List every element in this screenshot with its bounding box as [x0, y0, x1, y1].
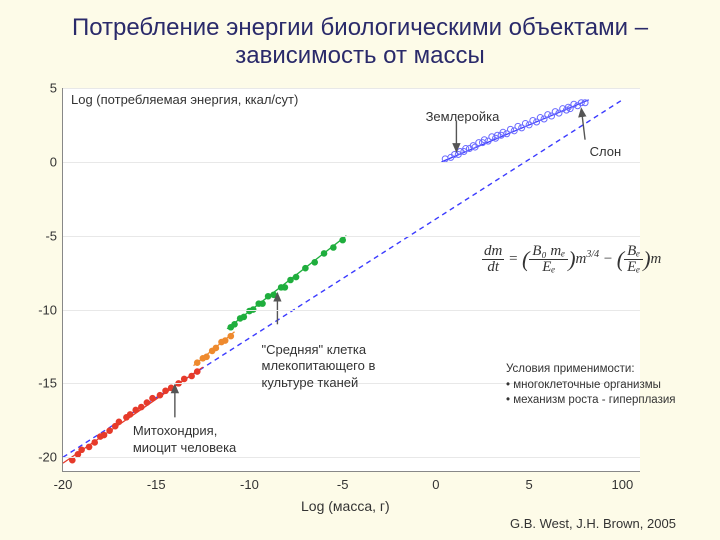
reference-citation: G.B. West, J.H. Brown, 2005	[510, 516, 676, 531]
y-tick-label: 0	[50, 154, 57, 169]
x-tick-label: -20	[54, 477, 73, 492]
y-tick-label: -15	[38, 376, 57, 391]
page-title: Потребление энергии биологическими объек…	[0, 14, 720, 70]
x-axis-label: Log (масса, г)	[301, 498, 390, 514]
y-tick-label: 5	[50, 81, 57, 96]
annotation-elephant: Слон	[590, 144, 622, 160]
y-tick-label: -20	[38, 450, 57, 465]
x-tick-label: 0	[432, 477, 439, 492]
chart-plot-area: Log (потребляемая энергия, ккал/сут) -20…	[62, 88, 640, 472]
x-tick-label: -5	[337, 477, 349, 492]
y-tick-label: -5	[45, 228, 57, 243]
formula: dmdt = (B₀ mₑEₑ)m3/4 − (BₑEₑ)m	[482, 244, 661, 275]
annotation-shrew: Землеройка	[426, 109, 500, 125]
x-tick-label: -15	[147, 477, 166, 492]
y-tick-label: -10	[38, 302, 57, 317]
annotation-cell: "Средняя" клеткамлекопитающего вкультуре…	[262, 342, 376, 391]
annotation-mitochondria: Митохондрия,миоцит человека	[133, 423, 236, 456]
x-tick-label: -10	[240, 477, 259, 492]
x-tick-label: 5	[526, 477, 533, 492]
scatter-plot-svg	[63, 88, 641, 472]
applicability-conditions: Условия применимости:• многоклеточные ор…	[506, 362, 676, 409]
x-tick-label: 100	[611, 477, 633, 492]
